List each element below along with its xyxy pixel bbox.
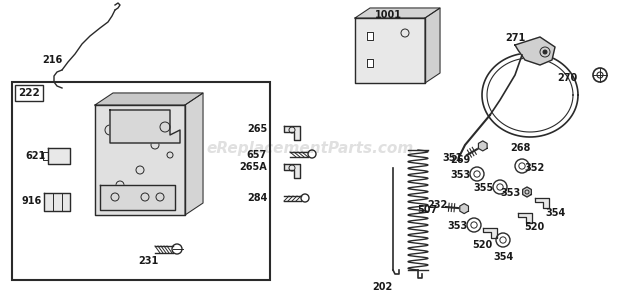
Text: 265: 265 bbox=[247, 124, 267, 134]
Text: 353: 353 bbox=[501, 188, 521, 198]
Polygon shape bbox=[367, 32, 373, 40]
Text: 520: 520 bbox=[524, 222, 544, 232]
Text: 657: 657 bbox=[247, 150, 267, 160]
Text: 507: 507 bbox=[418, 205, 438, 215]
Polygon shape bbox=[284, 164, 300, 178]
Polygon shape bbox=[523, 187, 531, 197]
Text: 202: 202 bbox=[372, 282, 392, 292]
Polygon shape bbox=[460, 203, 469, 214]
Text: 353: 353 bbox=[448, 221, 468, 231]
Text: 916: 916 bbox=[22, 196, 42, 206]
Text: 354: 354 bbox=[493, 252, 513, 262]
Polygon shape bbox=[95, 105, 185, 215]
Polygon shape bbox=[95, 93, 203, 105]
Polygon shape bbox=[479, 141, 487, 151]
Text: 520: 520 bbox=[472, 240, 492, 250]
Polygon shape bbox=[284, 126, 300, 140]
Text: 1001: 1001 bbox=[375, 10, 402, 20]
Text: 351: 351 bbox=[443, 153, 463, 163]
Bar bbox=[12, 82, 270, 280]
Polygon shape bbox=[355, 8, 440, 18]
Polygon shape bbox=[515, 37, 555, 65]
Bar bbox=[15, 85, 43, 101]
Polygon shape bbox=[518, 213, 532, 223]
Text: 353: 353 bbox=[451, 170, 471, 180]
Text: 216: 216 bbox=[42, 55, 62, 65]
Polygon shape bbox=[367, 59, 373, 67]
Text: 355: 355 bbox=[474, 183, 494, 193]
Text: 231: 231 bbox=[138, 256, 158, 266]
Polygon shape bbox=[483, 228, 497, 238]
Text: 268: 268 bbox=[510, 143, 530, 153]
Polygon shape bbox=[48, 148, 70, 164]
Text: 269: 269 bbox=[450, 155, 470, 165]
Polygon shape bbox=[44, 193, 70, 211]
Polygon shape bbox=[535, 198, 549, 208]
Polygon shape bbox=[355, 18, 425, 83]
Polygon shape bbox=[100, 185, 175, 210]
Text: 222: 222 bbox=[18, 88, 40, 98]
Text: 271: 271 bbox=[505, 33, 525, 43]
Circle shape bbox=[543, 50, 547, 54]
Polygon shape bbox=[110, 110, 180, 143]
Text: 621: 621 bbox=[25, 151, 45, 161]
Text: 354: 354 bbox=[545, 208, 565, 218]
Text: 352: 352 bbox=[524, 163, 544, 173]
Text: 232: 232 bbox=[427, 200, 447, 210]
Text: 270: 270 bbox=[557, 73, 577, 83]
Text: 284: 284 bbox=[247, 193, 268, 203]
Text: eReplacementParts.com: eReplacementParts.com bbox=[206, 141, 414, 156]
Polygon shape bbox=[185, 93, 203, 215]
Text: 265A: 265A bbox=[239, 162, 267, 172]
Polygon shape bbox=[425, 8, 440, 83]
